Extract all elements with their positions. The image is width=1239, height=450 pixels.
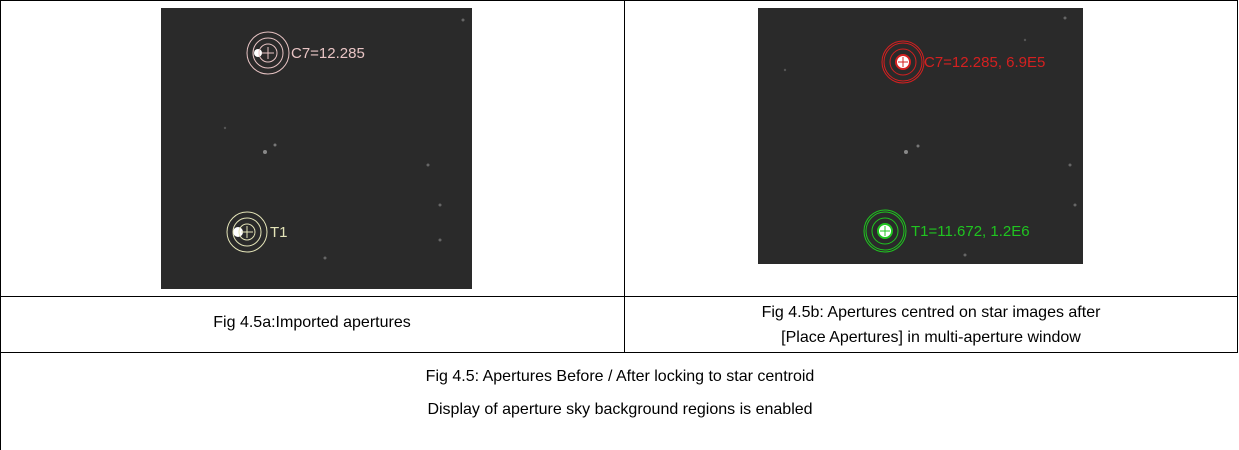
document: C7=12.285 T1 C7=12.285, 6.9E5 T1=11.672,… <box>0 0 1239 450</box>
star-image-a: C7=12.285 T1 <box>161 8 472 289</box>
caption: Fig 4.5b: Apertures centred on star imag… <box>762 304 1102 321</box>
star-image-b: C7=12.285, 6.9E5 T1=11.672, 1.2E6 <box>758 8 1083 264</box>
page: C7=12.285 T1 C7=12.285, 6.9E5 T1=11.672,… <box>0 0 1239 450</box>
aperture-label: C7=12.285, 6.9E5 <box>924 54 1045 71</box>
aperture-label: T1 <box>270 224 288 241</box>
caption: Fig 4.5a:Imported apertures <box>213 314 410 331</box>
aperture-label: T1=11.672, 1.2E6 <box>911 223 1030 240</box>
footer-caption: Display of aperture sky background regio… <box>427 401 812 418</box>
footer-caption: Fig 4.5: Apertures Before / After lockin… <box>426 368 815 385</box>
caption: [Place Apertures] in multi-aperture wind… <box>781 329 1081 346</box>
aperture-label: C7=12.285 <box>291 45 365 62</box>
